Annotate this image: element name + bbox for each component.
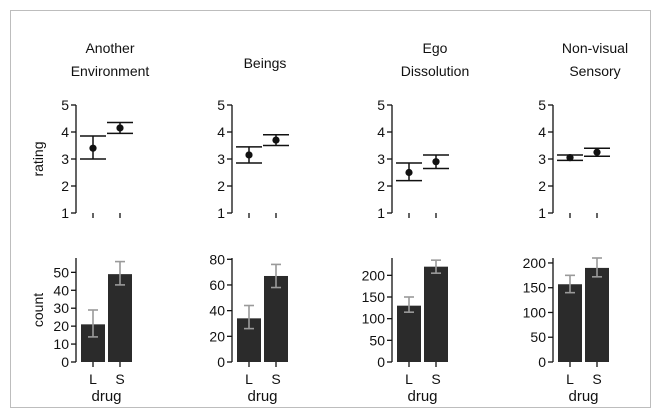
- y-axis-label: rating: [30, 141, 46, 176]
- y-tick-label: 20: [53, 318, 69, 334]
- bar-L: [558, 284, 582, 362]
- y-tick-label: 3: [217, 151, 225, 167]
- y-tick-label: 2: [377, 178, 385, 194]
- y-tick-label: 30: [53, 300, 69, 316]
- panel-title: Another: [85, 40, 134, 56]
- y-tick-label: 4: [538, 124, 546, 140]
- data-point-L: [89, 144, 97, 152]
- x-tick-label: S: [592, 371, 601, 387]
- data-point-S: [432, 158, 440, 166]
- y-tick-label: 2: [61, 178, 69, 194]
- y-tick-label: 0: [377, 354, 385, 370]
- data-point-L: [405, 168, 413, 177]
- y-tick-label: 80: [209, 251, 225, 267]
- panel-title: Beings: [244, 55, 287, 71]
- y-tick-label: 100: [362, 311, 386, 327]
- y-tick-label: 1: [61, 205, 69, 221]
- rating-panel-2: Beings 1 2 3 4 5: [217, 55, 289, 221]
- y-tick-label: 10: [53, 336, 69, 352]
- y-tick-label: 4: [61, 124, 69, 140]
- y-tick-label: 1: [377, 205, 385, 221]
- y-tick-label: 5: [538, 97, 546, 113]
- y-tick-label: 0: [61, 354, 69, 370]
- y-tick-label: 0: [538, 354, 546, 370]
- y-tick-label: 60: [209, 277, 225, 293]
- y-tick-label: 150: [362, 289, 386, 305]
- y-tick-label: 2: [217, 178, 225, 194]
- rating-panel-4: Non-visual Sensory 1 2 3 4 5: [538, 40, 628, 221]
- y-tick-label: 4: [377, 124, 385, 140]
- x-axis-label: drug: [568, 388, 598, 405]
- panel-title: Ego: [423, 40, 448, 56]
- y-tick-label: 5: [217, 97, 225, 113]
- y-tick-label: 40: [53, 282, 69, 298]
- y-tick-label: 50: [530, 329, 546, 345]
- y-tick-label: 4: [217, 124, 225, 140]
- y-tick-label: 150: [523, 280, 547, 296]
- bar-S: [424, 266, 448, 362]
- y-tick-label: 3: [377, 151, 385, 167]
- rating-panel-3: Ego Dissolution 1 2 3 4 5: [377, 40, 469, 221]
- bar-S: [585, 267, 609, 362]
- y-tick-label: 40: [209, 303, 225, 319]
- x-tick-label: S: [431, 371, 440, 387]
- x-axis-label: drug: [91, 388, 121, 405]
- x-tick-label: L: [89, 371, 97, 387]
- panel-title: Environment: [71, 63, 150, 79]
- x-tick-label: L: [405, 371, 413, 387]
- x-tick-label: S: [115, 371, 124, 387]
- x-axis-label: drug: [247, 388, 277, 405]
- y-tick-label: 2: [538, 178, 546, 194]
- panel-title: Non-visual: [562, 40, 628, 56]
- y-tick-label: 0: [217, 354, 225, 370]
- y-tick-label: 200: [523, 255, 547, 271]
- panel-title: Dissolution: [401, 63, 469, 79]
- data-point-S: [272, 136, 280, 144]
- data-point-S: [116, 124, 124, 132]
- x-axis-label: drug: [407, 388, 437, 405]
- x-tick-label: L: [566, 371, 574, 387]
- rating-panel-1: Another Environment 1 2 3 4 5 rating: [30, 40, 149, 221]
- y-tick-label: 50: [53, 264, 69, 280]
- y-tick-label: 200: [362, 267, 386, 283]
- x-tick-label: L: [245, 371, 253, 387]
- x-tick-label: S: [271, 371, 280, 387]
- y-tick-label: 100: [523, 304, 547, 320]
- y-tick-label: 3: [61, 151, 69, 167]
- y-axis-label: count: [30, 293, 46, 327]
- data-point-L: [245, 151, 253, 159]
- data-point-L: [566, 154, 574, 162]
- y-tick-label: 50: [369, 332, 385, 348]
- y-tick-label: 1: [538, 205, 546, 221]
- bar-S: [264, 275, 288, 362]
- data-point-S: [593, 148, 601, 156]
- bar-S: [108, 274, 132, 362]
- y-tick-label: 3: [538, 151, 546, 167]
- panel-title: Sensory: [569, 63, 620, 79]
- bar-L: [397, 305, 421, 362]
- y-tick-label: 20: [209, 328, 225, 344]
- y-tick-label: 5: [377, 97, 385, 113]
- y-tick-label: 5: [61, 97, 69, 113]
- y-tick-label: 1: [217, 205, 225, 221]
